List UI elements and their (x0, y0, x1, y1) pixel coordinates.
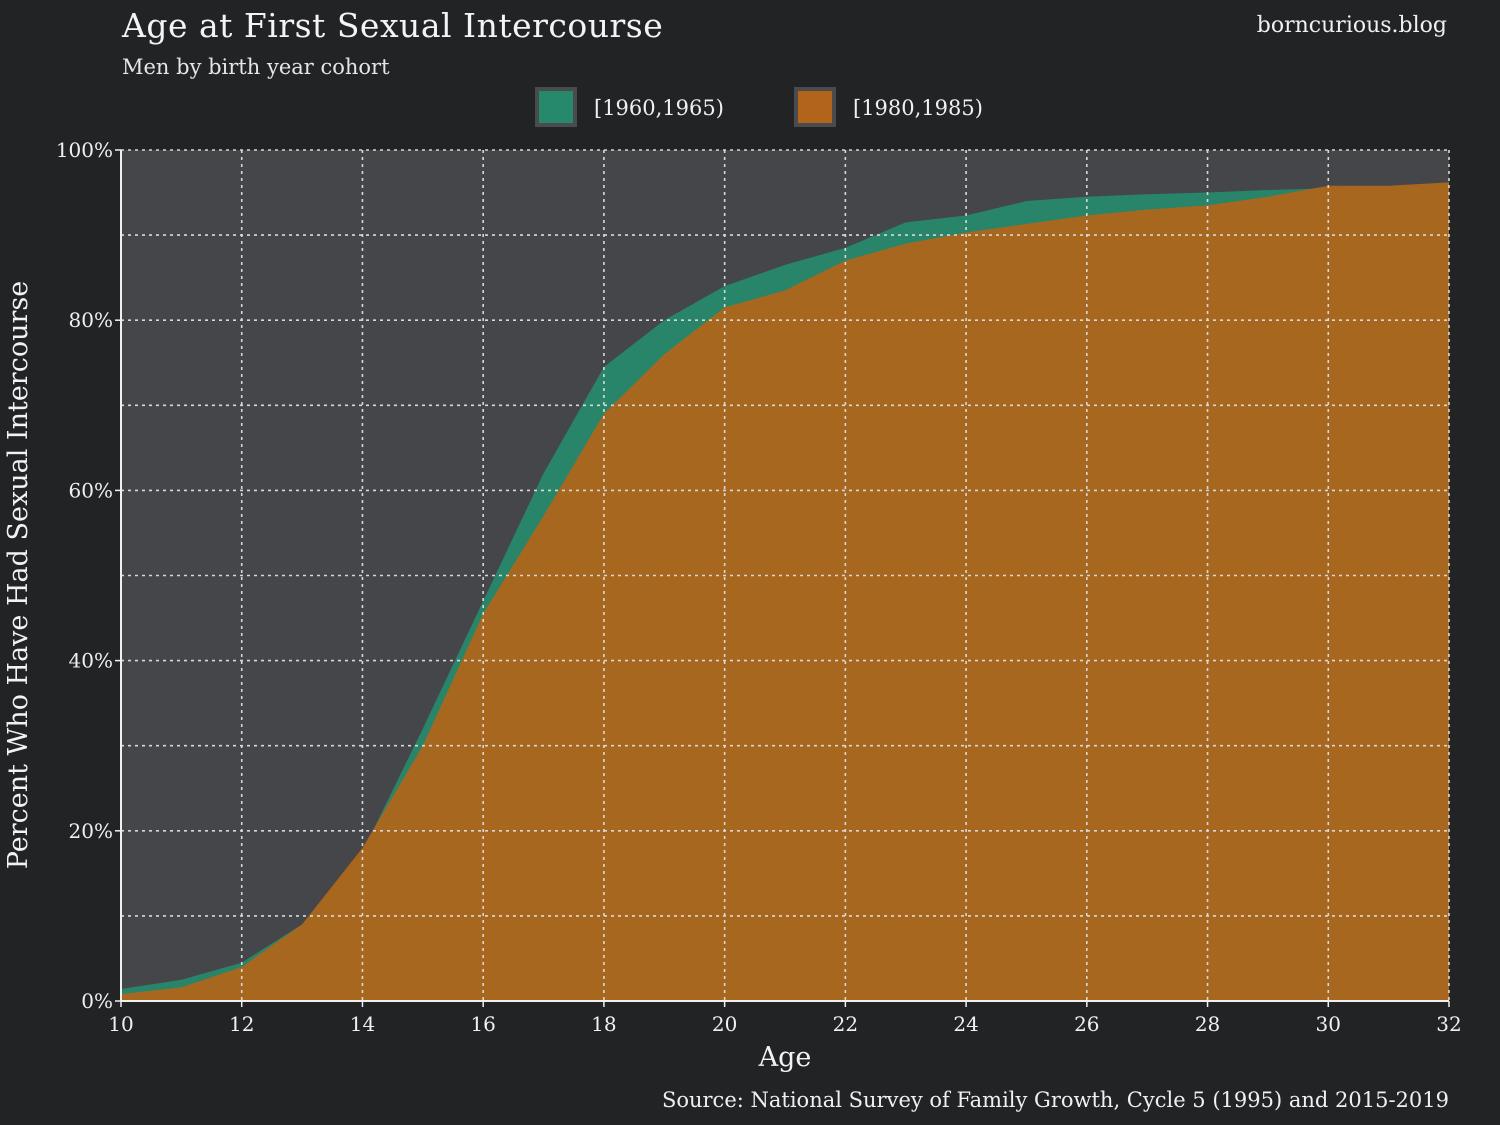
gridlines (121, 149, 1450, 1001)
x-tick-label: 28 (1195, 1012, 1220, 1036)
y-tick-label: 40% (69, 649, 113, 673)
x-tick-label: 22 (833, 1012, 858, 1036)
plot-area (121, 149, 1450, 1001)
y-tick-label: 80% (69, 308, 113, 332)
x-axis-title: Age (758, 1042, 812, 1073)
y-axis-title: Percent Who Have Had Sexual Intercourse (3, 281, 34, 869)
legend-label-1960: [1960,1965) (594, 96, 724, 120)
chart-subtitle: Men by birth year cohort (122, 55, 390, 79)
y-tick-label: 0% (81, 989, 113, 1013)
y-tick-label: 20% (69, 819, 113, 843)
y-tick-label: 100% (56, 138, 113, 162)
legend-label-1980: [1980,1985) (853, 96, 983, 120)
x-tick-label: 32 (1436, 1012, 1461, 1036)
x-tick-label: 20 (712, 1012, 737, 1036)
x-tick-label: 18 (591, 1012, 616, 1036)
x-tick-label: 12 (229, 1012, 254, 1036)
x-tick-label: 26 (1074, 1012, 1099, 1036)
x-tick-label: 14 (350, 1012, 375, 1036)
x-tick-label: 24 (953, 1012, 978, 1036)
x-tick-label: 10 (108, 1012, 133, 1036)
x-tick-label: 16 (470, 1012, 495, 1036)
legend-swatch-1980 (794, 87, 836, 127)
area-series-1980 (121, 182, 1449, 1001)
chart-title: Age at First Sexual Intercourse (121, 6, 663, 45)
legend: [1960,1965) [1980,1985) (535, 87, 983, 127)
axes: 10 12 14 16 18 20 22 24 26 28 30 32 0% 20% 40% 60% 80% 10… (56, 138, 1462, 1036)
y-tick-label: 60% (69, 478, 113, 502)
brand-watermark: borncurious.blog (1257, 13, 1447, 38)
legend-swatch-1960 (535, 87, 577, 127)
source-note: Source: National Survey of Family Growth… (662, 1088, 1449, 1112)
x-tick-label: 30 (1316, 1012, 1341, 1036)
